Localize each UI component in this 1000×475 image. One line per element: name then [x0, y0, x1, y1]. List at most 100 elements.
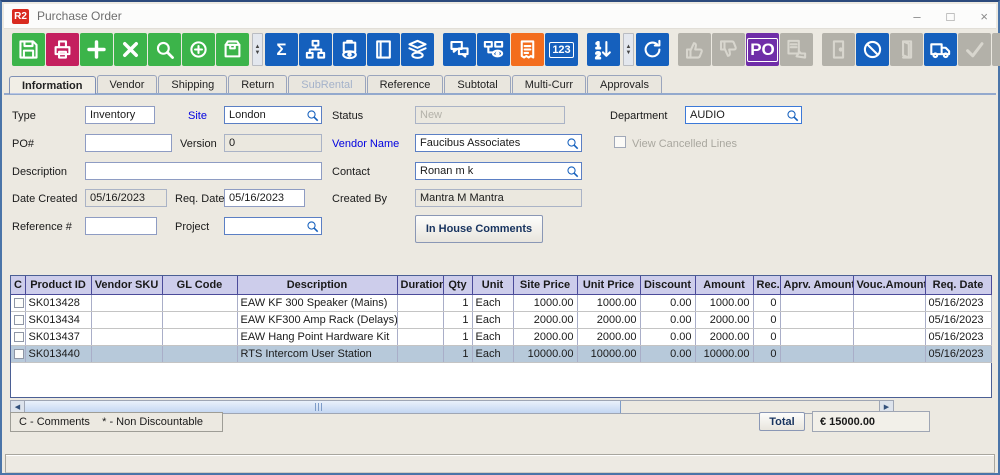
- column-header-amount[interactable]: Amount: [695, 276, 754, 295]
- table-row[interactable]: SK013440 RTS Intercom User Station 1 Each 10…: [11, 345, 992, 363]
- chevron-down-icon[interactable]: ▼: [154, 107, 155, 124]
- scroll-left-arrow-icon[interactable]: ◀: [11, 401, 25, 413]
- po-number-input[interactable]: [85, 134, 172, 152]
- package-button[interactable]: [216, 33, 249, 66]
- scroll-right-arrow-icon[interactable]: ▶: [879, 401, 893, 413]
- cell-description: RTS Intercom User Station: [237, 345, 398, 363]
- column-header-description[interactable]: Description: [237, 276, 398, 295]
- date-created-field: 05/16/2023: [85, 189, 167, 207]
- tab-multi-curr[interactable]: Multi-Curr: [511, 75, 587, 93]
- tab-reference[interactable]: Reference: [366, 75, 444, 93]
- door-open-button: [890, 33, 923, 66]
- zoom-in-button[interactable]: [182, 33, 215, 66]
- tab-approvals[interactable]: Approvals: [587, 75, 662, 93]
- column-header-c[interactable]: C: [11, 276, 26, 295]
- table-row[interactable]: SK013428 EAW KF 300 Speaker (Mains) 1 Each 1…: [11, 294, 992, 312]
- cell-gl-code: [162, 328, 238, 346]
- column-header-site-price[interactable]: Site Price: [513, 276, 578, 295]
- search-icon[interactable]: [786, 109, 799, 122]
- sort-button[interactable]: [587, 33, 620, 66]
- project-input[interactable]: [224, 217, 322, 235]
- delete-button[interactable]: [114, 33, 147, 66]
- po-document-button[interactable]: PO: [746, 33, 779, 66]
- close-button[interactable]: ×: [980, 8, 988, 24]
- type-select[interactable]: Inventory ▼: [85, 106, 155, 124]
- comments-button[interactable]: [443, 33, 476, 66]
- view-flow-button[interactable]: [477, 33, 510, 66]
- tab-return[interactable]: Return: [228, 75, 288, 93]
- minimize-button[interactable]: –: [913, 8, 921, 24]
- search-icon[interactable]: [306, 109, 319, 122]
- view-layers-button[interactable]: [401, 33, 434, 66]
- table-row[interactable]: SK013434 EAW KF300 Amp Rack (Delays) 1 Each…: [11, 311, 992, 329]
- site-input[interactable]: London: [224, 106, 322, 124]
- contact-input[interactable]: Ronan m k: [415, 162, 582, 180]
- refresh-button[interactable]: [636, 33, 669, 66]
- req-date-input[interactable]: 05/16/2023 ▼: [224, 189, 305, 207]
- view-package-button[interactable]: [333, 33, 366, 66]
- add-button[interactable]: [80, 33, 113, 66]
- maximize-button[interactable]: □: [946, 8, 955, 24]
- row-checkbox[interactable]: [14, 331, 24, 342]
- hierarchy-button[interactable]: [299, 33, 332, 66]
- vendor-name-input[interactable]: Faucibus Associates: [415, 134, 582, 152]
- column-header-unit[interactable]: Unit: [472, 276, 514, 295]
- row-checkbox[interactable]: [14, 297, 24, 308]
- search-icon[interactable]: [566, 137, 579, 150]
- column-header-vendor-sku[interactable]: Vendor SKU: [91, 276, 163, 295]
- cell-amount: 10000.00: [695, 345, 754, 363]
- column-header-unit-price[interactable]: Unit Price: [577, 276, 641, 295]
- row-checkbox[interactable]: [14, 314, 24, 325]
- tab-subtotal[interactable]: Subtotal: [444, 75, 511, 93]
- column-header-discount[interactable]: Discount: [640, 276, 696, 295]
- grid-header-row[interactable]: C Product ID Vendor SKU GL Code Description D…: [11, 276, 992, 295]
- total-button[interactable]: Total: [759, 412, 805, 431]
- scrollbar-thumb[interactable]: [25, 401, 621, 413]
- prohibit-icon: [861, 38, 884, 61]
- search-button[interactable]: [148, 33, 181, 66]
- row-checkbox[interactable]: [14, 348, 24, 359]
- cell-site-price: 1000.00: [513, 294, 578, 312]
- catalog-button[interactable]: [367, 33, 400, 66]
- tab-shipping[interactable]: Shipping: [158, 75, 228, 93]
- cell-unit-price: 10000.00: [577, 345, 641, 363]
- receipt-button[interactable]: [511, 33, 544, 66]
- search-icon[interactable]: [566, 165, 579, 178]
- column-header-product-id[interactable]: Product ID: [25, 276, 92, 295]
- toolbar-spinner[interactable]: ▲ ▼: [252, 33, 263, 66]
- type-label: Type: [12, 110, 36, 122]
- site-label[interactable]: Site: [188, 110, 207, 122]
- table-row[interactable]: SK013437 EAW Hang Point Hardware Kit 1 Each…: [11, 328, 992, 346]
- column-header-qty[interactable]: Qty: [443, 276, 473, 295]
- tab-vendor[interactable]: Vendor: [96, 75, 158, 93]
- description-input[interactable]: [85, 162, 322, 180]
- version-field: 0: [224, 134, 322, 152]
- column-header-req-date[interactable]: Req. Date: [925, 276, 992, 295]
- vendor-name-label[interactable]: Vendor Name: [332, 138, 400, 150]
- column-header-aprv-amount[interactable]: Aprv. Amount: [780, 276, 854, 295]
- in-house-comments-button[interactable]: In House Comments: [415, 215, 543, 243]
- column-header-duration[interactable]: Duration: [397, 276, 444, 295]
- column-header-gl-code[interactable]: GL Code: [162, 276, 238, 295]
- shipping-button[interactable]: [924, 33, 957, 66]
- check-icon: [963, 38, 986, 61]
- cell-vouc-amount: [853, 294, 926, 312]
- req-date-label: Req. Date: [175, 193, 225, 205]
- column-header-vouc-amount[interactable]: Vouc.Amount: [853, 276, 926, 295]
- save-button[interactable]: [12, 33, 45, 66]
- print-button[interactable]: [46, 33, 79, 66]
- column-header-rec-[interactable]: Rec.: [753, 276, 781, 295]
- toolbar-spinner[interactable]: ▲ ▼: [623, 33, 634, 66]
- tab-information[interactable]: Information: [9, 76, 96, 94]
- reference-input[interactable]: [85, 217, 157, 235]
- cell-rec: 0: [753, 345, 781, 363]
- search-icon[interactable]: [306, 220, 319, 233]
- scrollbar-track[interactable]: [621, 401, 879, 413]
- department-input[interactable]: AUDIO: [685, 106, 802, 124]
- circle-plus-icon: [187, 38, 210, 61]
- numbers-button[interactable]: 123: [545, 33, 578, 66]
- totals-button[interactable]: Σ: [265, 33, 298, 66]
- cancel-lines-button[interactable]: [856, 33, 889, 66]
- chevron-down-icon[interactable]: ▼: [304, 190, 305, 207]
- horizontal-scrollbar[interactable]: ◀ ▶: [10, 400, 894, 414]
